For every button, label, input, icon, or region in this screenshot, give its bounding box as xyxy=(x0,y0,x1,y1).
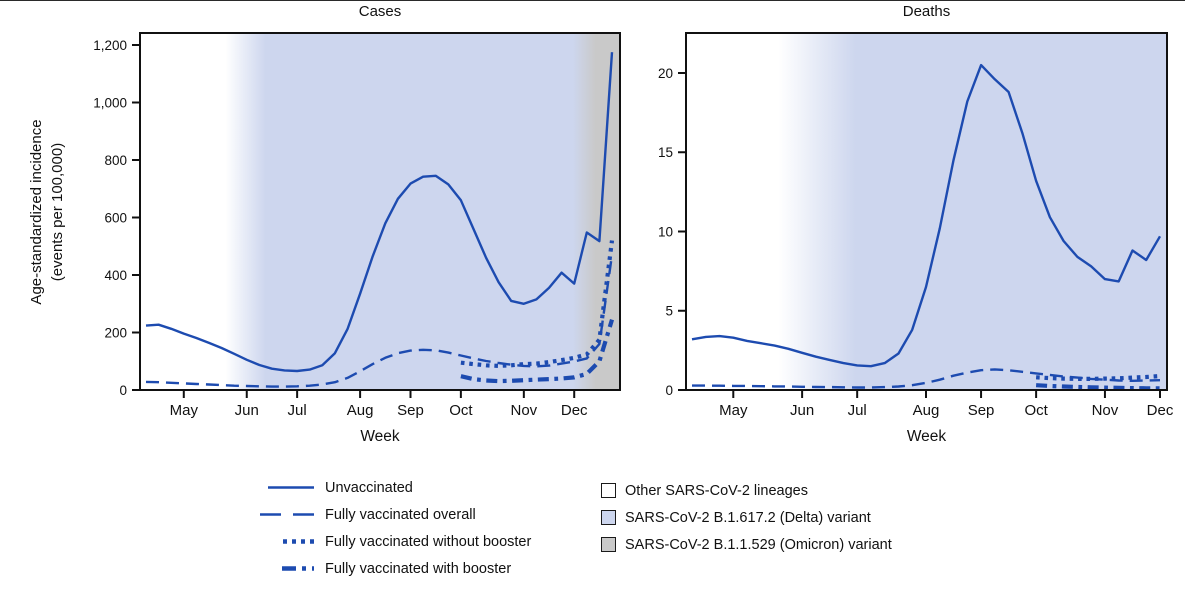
y-tick-label: 1,200 xyxy=(93,38,127,53)
x-tick-label: May xyxy=(719,402,748,419)
y-axis-title: Age-standardized incidence (events per 1… xyxy=(26,47,70,377)
legend-label: Fully vaccinated without booster xyxy=(325,533,532,550)
x-tick-label: Jul xyxy=(848,402,867,419)
legend-item-fully-vaccinated-with-booster: Fully vaccinated with booster xyxy=(256,555,531,582)
y-tick-label: 200 xyxy=(104,325,127,340)
x-tick-label: Jun xyxy=(790,402,814,419)
deaths-variant-shading xyxy=(686,33,1167,390)
legend-label: SARS-CoV-2 B.1.1.529 (Omicron) variant xyxy=(625,536,892,553)
cases-panel: 0 200 400 600 800 1,000 1,200 May Jun Jul Aug Sep Oc… xyxy=(93,32,621,419)
deaths-series-dotted xyxy=(1035,374,1161,381)
legend-label: Unvaccinated xyxy=(325,479,413,496)
y-tick-label: 800 xyxy=(104,153,127,168)
legend-label: Fully vaccinated overall xyxy=(325,506,476,523)
blue-swatch-icon xyxy=(601,510,616,525)
deaths-series-dashdot xyxy=(1035,383,1161,391)
x-tick-label: Jul xyxy=(288,402,307,419)
series-legend: Unvaccinated Fully vaccinated overall Fu… xyxy=(256,474,531,582)
x-tick-label: Jun xyxy=(235,402,259,419)
cases-panel-title: Cases xyxy=(358,3,402,20)
deaths-panel-title: Deaths xyxy=(902,3,951,20)
legend-item-fully-vaccinated-overall: Fully vaccinated overall xyxy=(256,501,531,528)
legend-item-omicron-variant: SARS-CoV-2 B.1.1.529 (Omicron) variant xyxy=(601,531,892,558)
legend-item-fully-vaccinated-without-booster: Fully vaccinated without booster xyxy=(256,528,531,555)
cases-variant-shading xyxy=(140,33,620,390)
y-tick-label: 20 xyxy=(658,66,673,81)
dashed-line-sample-icon xyxy=(256,511,314,518)
legend-item-other-lineages: Other SARS-CoV-2 lineages xyxy=(601,477,892,504)
cases-series-dotted xyxy=(460,240,615,368)
cases-series-solid xyxy=(145,52,614,373)
x-tick-label: Aug xyxy=(347,402,374,419)
x-tick-label: Sep xyxy=(397,402,424,419)
legend-label: Fully vaccinated with booster xyxy=(325,560,512,577)
legend-item-delta-variant: SARS-CoV-2 B.1.617.2 (Delta) variant xyxy=(601,504,892,531)
x-tick-label: Dec xyxy=(561,402,588,419)
x-tick-label: Aug xyxy=(913,402,940,419)
y-tick-label: 0 xyxy=(665,383,673,398)
x-tick-label: Oct xyxy=(449,402,473,419)
gray-swatch-icon xyxy=(601,537,616,552)
cases-x-axis-title: Week xyxy=(360,428,400,445)
deaths-panel: 0 5 10 15 20 May Jun Jul Aug Sep Oct Nov Dec xyxy=(658,32,1174,419)
y-tick-label: 15 xyxy=(658,145,673,160)
dotted-line-sample-icon xyxy=(256,538,314,545)
y-tick-label: 5 xyxy=(665,304,673,319)
y-tick-label: 400 xyxy=(104,268,127,283)
legend-label: Other SARS-CoV-2 lineages xyxy=(625,482,808,499)
dashdot-line-sample-icon xyxy=(256,565,314,572)
unvaccinated-line-sample-icon xyxy=(256,484,314,491)
x-tick-label: Dec xyxy=(1147,402,1174,419)
y-axis-title-line2: (events per 100,000) xyxy=(49,142,66,282)
y-tick-label: 600 xyxy=(104,210,127,225)
legend-label: SARS-CoV-2 B.1.617.2 (Delta) variant xyxy=(625,509,871,526)
x-tick-label: Sep xyxy=(968,402,995,419)
deaths-x-axis-title: Week xyxy=(906,428,947,445)
y-tick-label: 0 xyxy=(119,383,127,398)
y-axis-title-line1: Age-standardized incidence xyxy=(28,119,45,305)
x-tick-label: Nov xyxy=(1092,402,1119,419)
y-tick-label: 1,000 xyxy=(93,95,127,110)
variant-legend: Other SARS-CoV-2 lineages SARS-CoV-2 B.1… xyxy=(601,477,892,558)
cases-plot-frame xyxy=(139,32,621,391)
deaths-series-dashed xyxy=(692,368,1161,389)
x-tick-label: Oct xyxy=(1024,402,1048,419)
top-rule-divider xyxy=(0,0,1185,1)
white-swatch-icon xyxy=(601,483,616,498)
deaths-series-solid xyxy=(691,63,1162,368)
x-tick-label: May xyxy=(170,402,199,419)
legend-item-unvaccinated: Unvaccinated xyxy=(256,474,531,501)
y-tick-label: 10 xyxy=(658,224,673,239)
x-tick-label: Nov xyxy=(510,402,537,419)
